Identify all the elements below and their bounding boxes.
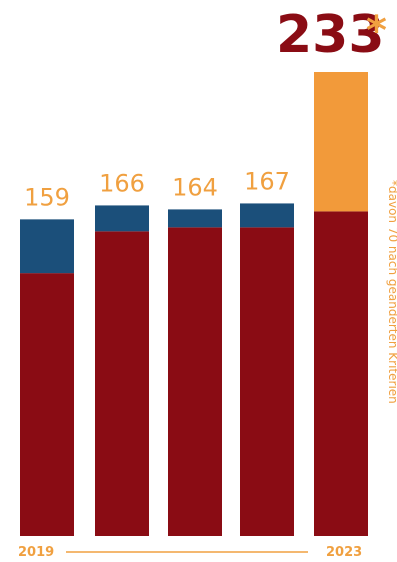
bar-segment-1-2 bbox=[20, 219, 74, 274]
bar-segment-1-1 bbox=[20, 273, 74, 536]
bar-segment-2-2 bbox=[95, 205, 149, 232]
value-label-asterisk: * bbox=[366, 8, 387, 54]
bar-segment-3-2 bbox=[168, 209, 222, 228]
value-label-2: 166 bbox=[99, 169, 145, 197]
value-label-4: 167 bbox=[244, 167, 290, 195]
value-label-5: 233 bbox=[276, 5, 385, 65]
bars-group bbox=[20, 72, 368, 537]
bar-segment-5-1 bbox=[314, 211, 368, 536]
bar-segment-4-2 bbox=[240, 203, 294, 228]
bar-segment-4-1 bbox=[240, 227, 294, 536]
annotation-text: *davon 70 nach geänderten Kriterien bbox=[386, 180, 397, 404]
bar-segment-5-3 bbox=[314, 72, 368, 212]
x-axis-start-label: 2019 bbox=[18, 545, 54, 560]
value-labels-group: 159 166 164 167 233* bbox=[24, 5, 387, 211]
value-label-3: 164 bbox=[172, 173, 218, 201]
x-axis-end-label: 2023 bbox=[326, 545, 362, 560]
value-label-1: 159 bbox=[24, 183, 70, 211]
bar-segment-2-1 bbox=[95, 231, 149, 537]
bar-segment-3-1 bbox=[168, 227, 222, 536]
